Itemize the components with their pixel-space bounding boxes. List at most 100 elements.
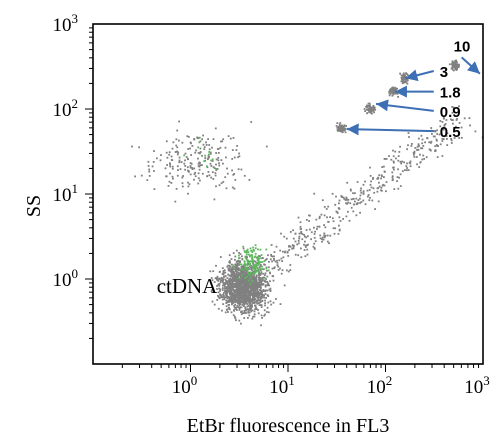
scatter-point: [221, 298, 224, 301]
scatter-point: [255, 280, 258, 282]
scatter-point: [405, 169, 408, 172]
scatter-point: [362, 183, 365, 186]
scatter-point: [252, 289, 255, 292]
scatter-point: [254, 276, 257, 279]
scatter-point: [390, 91, 393, 94]
scatter-point: [419, 161, 422, 163]
scatter-point: [224, 278, 227, 281]
scatter-point: [230, 296, 233, 299]
scatter-point: [345, 215, 348, 218]
scatter-point: [244, 266, 247, 269]
scatter-point: [222, 138, 225, 141]
scatter-point: [286, 269, 288, 272]
scatter-point: [193, 167, 196, 170]
scatter-point: [269, 287, 272, 290]
scatter-point: [417, 148, 420, 151]
scatter-point: [368, 189, 371, 191]
scatter-point: [318, 217, 321, 220]
scatter-point: [177, 169, 179, 171]
scatter-point: [244, 292, 247, 294]
scatter-point: [388, 155, 390, 157]
scatter-point: [368, 199, 371, 202]
scatter-point: [254, 260, 257, 263]
scatter-point: [365, 108, 368, 111]
scatter-point: [247, 272, 249, 274]
scatter-point: [238, 254, 240, 257]
scatter-point: [391, 171, 394, 174]
scatter-point: [252, 263, 255, 265]
scatter-point: [233, 286, 235, 288]
scatter-point: [397, 187, 400, 190]
scatter-point: [366, 189, 369, 192]
scatter-point: [250, 265, 253, 267]
scatter-point: [275, 298, 277, 300]
scatter-point: [259, 293, 262, 296]
scatter-point: [248, 301, 250, 304]
scatter-point: [231, 266, 234, 268]
scatter-point: [448, 63, 451, 66]
scatter-point: [359, 202, 361, 204]
scatter-point: [400, 80, 403, 83]
scatter-point: [262, 289, 265, 291]
scatter-point: [291, 244, 294, 246]
scatter-point: [229, 299, 231, 302]
scatter-point: [228, 254, 231, 257]
scatter-point: [247, 296, 250, 298]
scatter-point: [228, 301, 230, 303]
scatter-point: [397, 155, 400, 157]
scatter-point: [166, 156, 169, 159]
scatter-point: [216, 275, 219, 278]
scatter-point: [193, 173, 196, 175]
scatter-point: [256, 262, 259, 264]
scatter-point: [391, 175, 394, 178]
scatter-point: [240, 268, 243, 271]
scatter-point: [231, 186, 234, 189]
scatter-point: [291, 247, 293, 250]
scatter-point: [229, 279, 232, 282]
scatter-point: [251, 304, 253, 306]
scatter-point: [297, 242, 300, 245]
scatter-point: [389, 88, 392, 90]
scatter-point: [369, 166, 371, 169]
y-axis-label: SS: [23, 195, 45, 217]
scatter-point: [401, 160, 404, 163]
scatter-point: [220, 294, 223, 297]
scatter-point: [273, 259, 275, 261]
x-tick-label: 102: [367, 373, 393, 398]
scatter-point: [396, 176, 399, 178]
scatter-point: [250, 285, 253, 287]
scatter-point: [450, 139, 453, 142]
scatter-point: [273, 258, 275, 260]
scatter-point: [257, 302, 259, 305]
scatter-point: [255, 263, 257, 266]
scatter-point: [241, 298, 244, 300]
scatter-point: [244, 306, 247, 309]
scatter-point: [207, 154, 210, 157]
scatter-point: [340, 126, 342, 129]
scatter-point: [248, 314, 251, 317]
scatter-point: [258, 275, 260, 277]
scatter-point: [252, 276, 254, 278]
scatter-point: [257, 282, 259, 285]
scatter-point: [227, 296, 230, 298]
scatter-point: [226, 291, 229, 294]
scatter-point: [249, 265, 252, 268]
scatter-point: [306, 248, 309, 251]
scatter-point: [230, 284, 233, 287]
scatter-point: [338, 199, 341, 202]
scatter-point: [237, 268, 240, 271]
scatter-point: [388, 90, 391, 93]
scatter-point: [235, 281, 238, 284]
scatter-point: [234, 279, 237, 281]
scatter-point: [226, 289, 228, 292]
scatter-point: [265, 145, 268, 148]
scatter-point: [364, 203, 367, 206]
scatter-point: [391, 90, 394, 92]
scatter-point: [213, 198, 216, 201]
scatter-point: [455, 59, 457, 62]
scatter-point: [197, 177, 200, 180]
scatter-point: [208, 148, 211, 151]
scatter-point: [151, 165, 154, 168]
scatter-point: [216, 277, 219, 279]
scatter-point: [209, 270, 212, 273]
